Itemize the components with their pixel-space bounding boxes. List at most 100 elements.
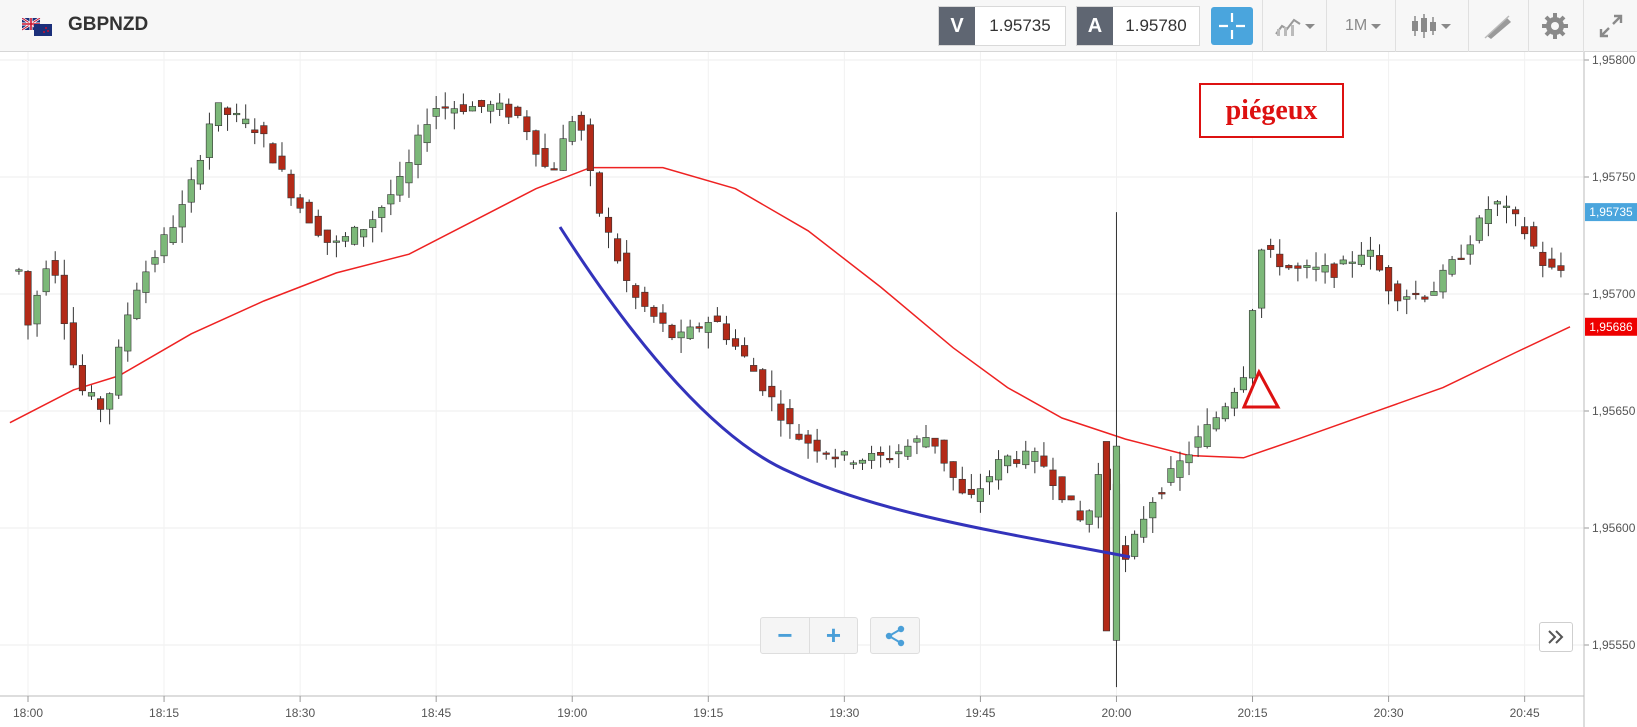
drawing-tool-icon [1484,15,1511,39]
timeframe-selector[interactable]: 1M [1345,10,1382,42]
bullish-candle [1475,217,1483,241]
zoom-out-button[interactable]: − [777,620,793,650]
bearish-candle [1158,492,1166,495]
share-button[interactable] [871,618,919,653]
bearish-candle [768,385,776,398]
bearish-candle [731,338,740,347]
bearish-candle [741,345,749,357]
bullish-candle [414,134,422,165]
chart-toolbar: GBPNZD V 1.95735 A 1.95780 1M [0,0,1637,52]
bearish-candle [51,260,59,276]
time-axis: 18:00 18:15 18:30 18:45 19:00 19:15 19:30 19:45… [0,695,1584,720]
candlesticks [15,92,1565,688]
bearish-candle [877,452,885,456]
bullish-candle [1430,291,1438,296]
bearish-candle [641,291,649,307]
bearish-candle [1521,226,1529,235]
bearish-candle [1512,209,1520,215]
bearish-candle [695,326,703,329]
bearish-candle [1330,263,1338,278]
drawing-tool-button[interactable] [1483,10,1513,42]
bearish-candle [786,408,794,425]
settings-button[interactable] [1541,10,1569,42]
bullish-candle [450,108,458,114]
bullish-candle [1031,451,1039,462]
x-tick-label: 20:15 [1238,706,1268,720]
bullish-candle [1357,254,1365,265]
bullish-candle [1194,436,1202,448]
price-chart[interactable]: 1,95800 1,95750 1,95700 1,95650 1,95600 1,955… [0,52,1637,727]
bearish-candle [577,114,585,131]
bearish-candle [459,104,467,112]
bearish-candle [323,229,331,243]
x-tick-label: 20:30 [1374,706,1404,720]
bearish-candle [623,252,631,281]
bullish-candle [1185,454,1193,464]
bullish-candle [922,437,930,448]
bearish-candle [886,457,894,461]
sell-quote[interactable]: V 1.95735 [938,6,1066,46]
bearish-candle [1276,253,1284,268]
buy-price: 1.95780 [1125,16,1187,35]
price-tag [1585,203,1637,222]
bullish-candle [142,271,150,293]
bullish-candle [568,121,576,142]
bearish-candle [750,365,758,372]
bearish-candle [1013,459,1021,464]
bullish-candle [559,138,567,171]
bullish-candle [1258,249,1266,309]
bearish-candle [223,107,232,115]
chart-type-icon [1275,18,1301,36]
bullish-candle [178,204,186,228]
bearish-candle [831,456,839,460]
bearish-candle [759,369,767,392]
chart-type-button[interactable] [1274,10,1316,42]
fullscreen-button[interactable] [1598,10,1624,42]
bullish-candle [677,331,685,339]
bullish-candle [1348,261,1356,264]
y-tick-label: 1,95550 [1592,638,1636,652]
bullish-candle [124,314,132,352]
x-tick-label: 20:45 [1510,706,1540,720]
bullish-candle [1131,533,1139,557]
buy-quote[interactable]: A 1.95780 [1076,6,1200,46]
bearish-candle [532,130,540,155]
bearish-candle [1049,469,1057,487]
share-control [870,617,920,654]
zoom-in-button[interactable]: + [809,618,857,653]
bullish-candle [341,236,350,242]
share-icon [885,625,905,646]
bullish-candle [214,102,223,126]
x-tick-label: 18:30 [285,706,315,720]
bullish-candle [1022,450,1030,466]
bearish-candle [1557,265,1565,271]
chevron-down-icon [1305,24,1315,29]
candlestick-button[interactable] [1410,10,1452,42]
bearish-candle [1102,441,1111,632]
bullish-candle [1403,296,1411,300]
bullish-candle [15,269,23,272]
toolbar-divider [1262,0,1263,52]
bearish-candle [296,197,304,209]
bearish-candle [722,323,731,341]
bearish-candle [713,315,721,322]
price-tag-label: 1,95735 [1589,205,1633,219]
bullish-candle [1221,406,1229,420]
scroll-to-latest-button[interactable] [1539,622,1573,652]
bearish-candle [1267,245,1275,250]
bullish-candle [332,240,340,243]
bearish-candle [958,478,966,494]
bullish-candle [1321,265,1329,273]
bullish-candle [242,118,250,125]
bearish-candle [505,103,513,118]
bullish-candle [1248,310,1257,379]
bullish-candle [686,326,694,339]
bearish-candle [78,365,86,392]
bearish-candle [314,215,322,236]
candlestick-icon [1412,14,1436,38]
ma-path [9,166,1571,459]
crosshair-button[interactable] [1211,7,1253,45]
bearish-candle [822,452,830,455]
bearish-candle [1040,455,1048,467]
bullish-candle [1212,417,1220,430]
